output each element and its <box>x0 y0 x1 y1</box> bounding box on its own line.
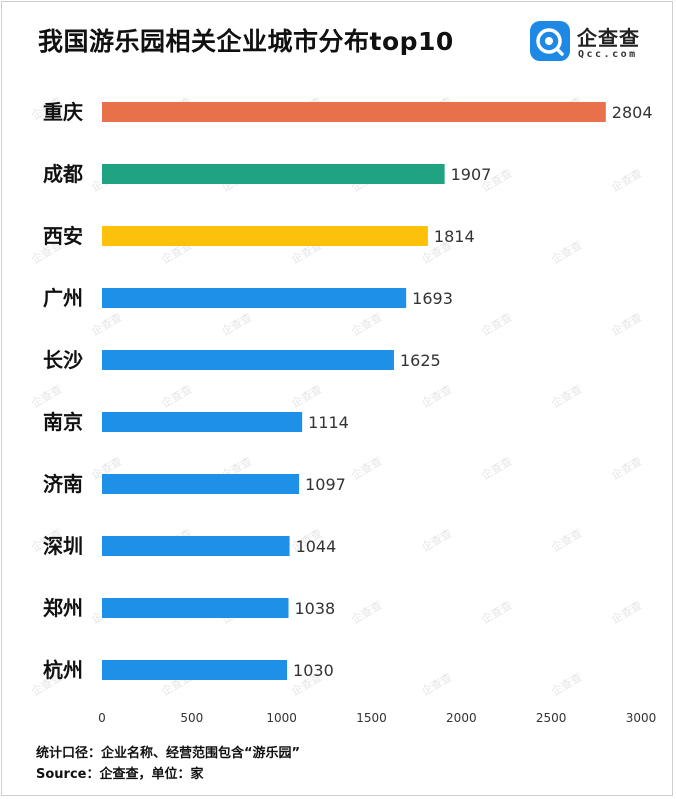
value-label: 1044 <box>296 537 337 556</box>
logo-domain: Qcc.com <box>578 49 638 60</box>
value-label: 2804 <box>612 103 653 122</box>
category-label: 成都 <box>43 162 83 186</box>
bar <box>102 350 394 370</box>
bar <box>102 536 290 556</box>
footnote-source: Source：企查查，单位：家 <box>36 767 204 782</box>
x-tick-label: 0 <box>98 711 106 725</box>
qcc-logo-icon <box>530 21 570 61</box>
bar <box>102 226 428 246</box>
category-label: 郑州 <box>43 596 83 620</box>
x-tick-label: 1000 <box>266 711 297 725</box>
category-label: 杭州 <box>43 658 83 682</box>
category-label: 广州 <box>43 286 83 310</box>
x-tick-label: 3000 <box>626 711 657 725</box>
logo-name: 企查查 <box>577 26 640 50</box>
value-label: 1097 <box>305 475 346 494</box>
category-label: 深圳 <box>43 534 83 558</box>
bar <box>102 288 407 308</box>
bar <box>102 474 300 494</box>
x-tick-label: 2000 <box>446 711 477 725</box>
bar <box>102 412 303 432</box>
value-label: 1693 <box>412 289 453 308</box>
bar <box>102 164 445 184</box>
x-tick-label: 1500 <box>356 711 387 725</box>
category-label: 长沙 <box>43 348 83 372</box>
category-label: 重庆 <box>43 100 83 124</box>
category-label: 南京 <box>43 410 83 434</box>
footnote-scope: 统计口径：企业名称、经营范围包含“游乐园” <box>36 746 301 761</box>
value-label: 1814 <box>434 227 475 246</box>
value-label: 1038 <box>294 599 335 618</box>
chart-title: 我国游乐园相关企业城市分布top10 <box>38 27 454 56</box>
value-label: 1625 <box>400 351 441 370</box>
value-label: 1114 <box>308 413 349 432</box>
category-label: 西安 <box>43 224 83 248</box>
brand-logo: 企查查 Qcc.com <box>529 20 661 66</box>
x-tick-label: 2500 <box>536 711 567 725</box>
value-label: 1030 <box>293 661 334 680</box>
value-label: 1907 <box>451 165 492 184</box>
category-label: 济南 <box>43 472 83 496</box>
x-tick-label: 500 <box>180 711 203 725</box>
bar <box>102 660 288 680</box>
bar <box>102 598 289 618</box>
bar <box>102 102 606 122</box>
